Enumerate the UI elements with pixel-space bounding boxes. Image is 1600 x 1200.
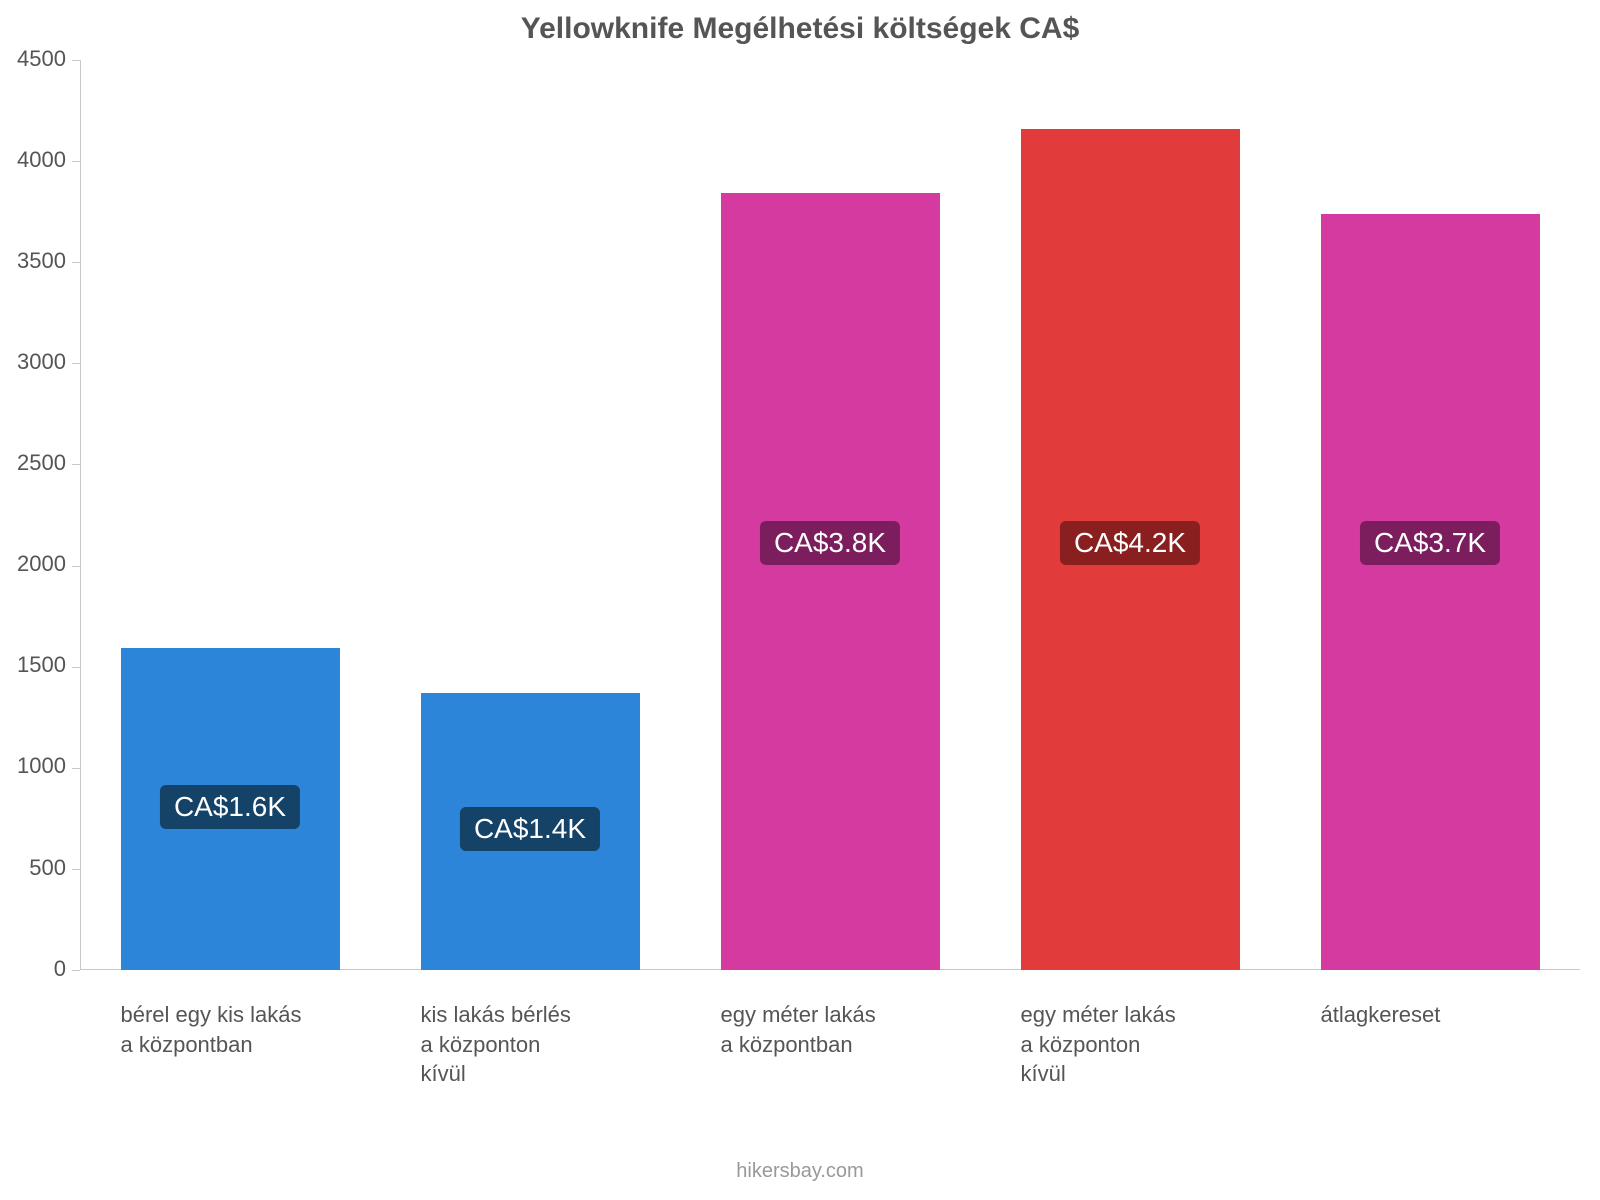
y-tick-label: 1500 bbox=[17, 652, 66, 678]
bar: CA$3.7K bbox=[1321, 214, 1540, 970]
x-category-label: egy méter lakás a központban bbox=[721, 1000, 876, 1059]
x-category-label: bérel egy kis lakás a központban bbox=[121, 1000, 302, 1059]
y-tick-mark bbox=[72, 464, 80, 465]
y-tick-mark bbox=[72, 262, 80, 263]
bar: CA$1.6K bbox=[121, 648, 340, 970]
plot-area: 050010001500200025003000350040004500CA$1… bbox=[80, 60, 1580, 970]
y-tick-label: 500 bbox=[29, 855, 66, 881]
footer-credit: hikersbay.com bbox=[0, 1160, 1600, 1183]
bar: CA$4.2K bbox=[1021, 129, 1240, 970]
x-category-label: kis lakás bérlés a központon kívül bbox=[421, 1000, 571, 1089]
bar-value-label: CA$3.8K bbox=[760, 521, 900, 565]
y-tick-mark bbox=[72, 363, 80, 364]
y-tick-label: 3000 bbox=[17, 349, 66, 375]
y-tick-mark bbox=[72, 869, 80, 870]
bar-value-label: CA$3.7K bbox=[1360, 521, 1500, 565]
x-category-label: átlagkereset bbox=[1321, 1000, 1441, 1030]
x-category-label: egy méter lakás a központon kívül bbox=[1021, 1000, 1176, 1089]
bar-value-label: CA$1.4K bbox=[460, 807, 600, 851]
y-tick-mark bbox=[72, 161, 80, 162]
y-tick-label: 2000 bbox=[17, 551, 66, 577]
bar: CA$1.4K bbox=[421, 693, 640, 970]
y-tick-label: 3500 bbox=[17, 248, 66, 274]
y-tick-mark bbox=[72, 566, 80, 567]
y-tick-label: 4500 bbox=[17, 46, 66, 72]
y-tick-mark bbox=[72, 970, 80, 971]
chart-container: Yellowknife Megélhetési költségek CA$ 05… bbox=[0, 0, 1600, 1200]
y-axis-line bbox=[80, 60, 81, 970]
y-tick-label: 1000 bbox=[17, 753, 66, 779]
y-tick-label: 2500 bbox=[17, 450, 66, 476]
bar-value-label: CA$1.6K bbox=[160, 785, 300, 829]
y-tick-label: 0 bbox=[54, 956, 66, 982]
bar-value-label: CA$4.2K bbox=[1060, 521, 1200, 565]
y-tick-mark bbox=[72, 60, 80, 61]
bar: CA$3.8K bbox=[721, 193, 940, 970]
chart-title: Yellowknife Megélhetési költségek CA$ bbox=[0, 12, 1600, 46]
y-tick-mark bbox=[72, 768, 80, 769]
y-tick-label: 4000 bbox=[17, 147, 66, 173]
y-tick-mark bbox=[72, 667, 80, 668]
